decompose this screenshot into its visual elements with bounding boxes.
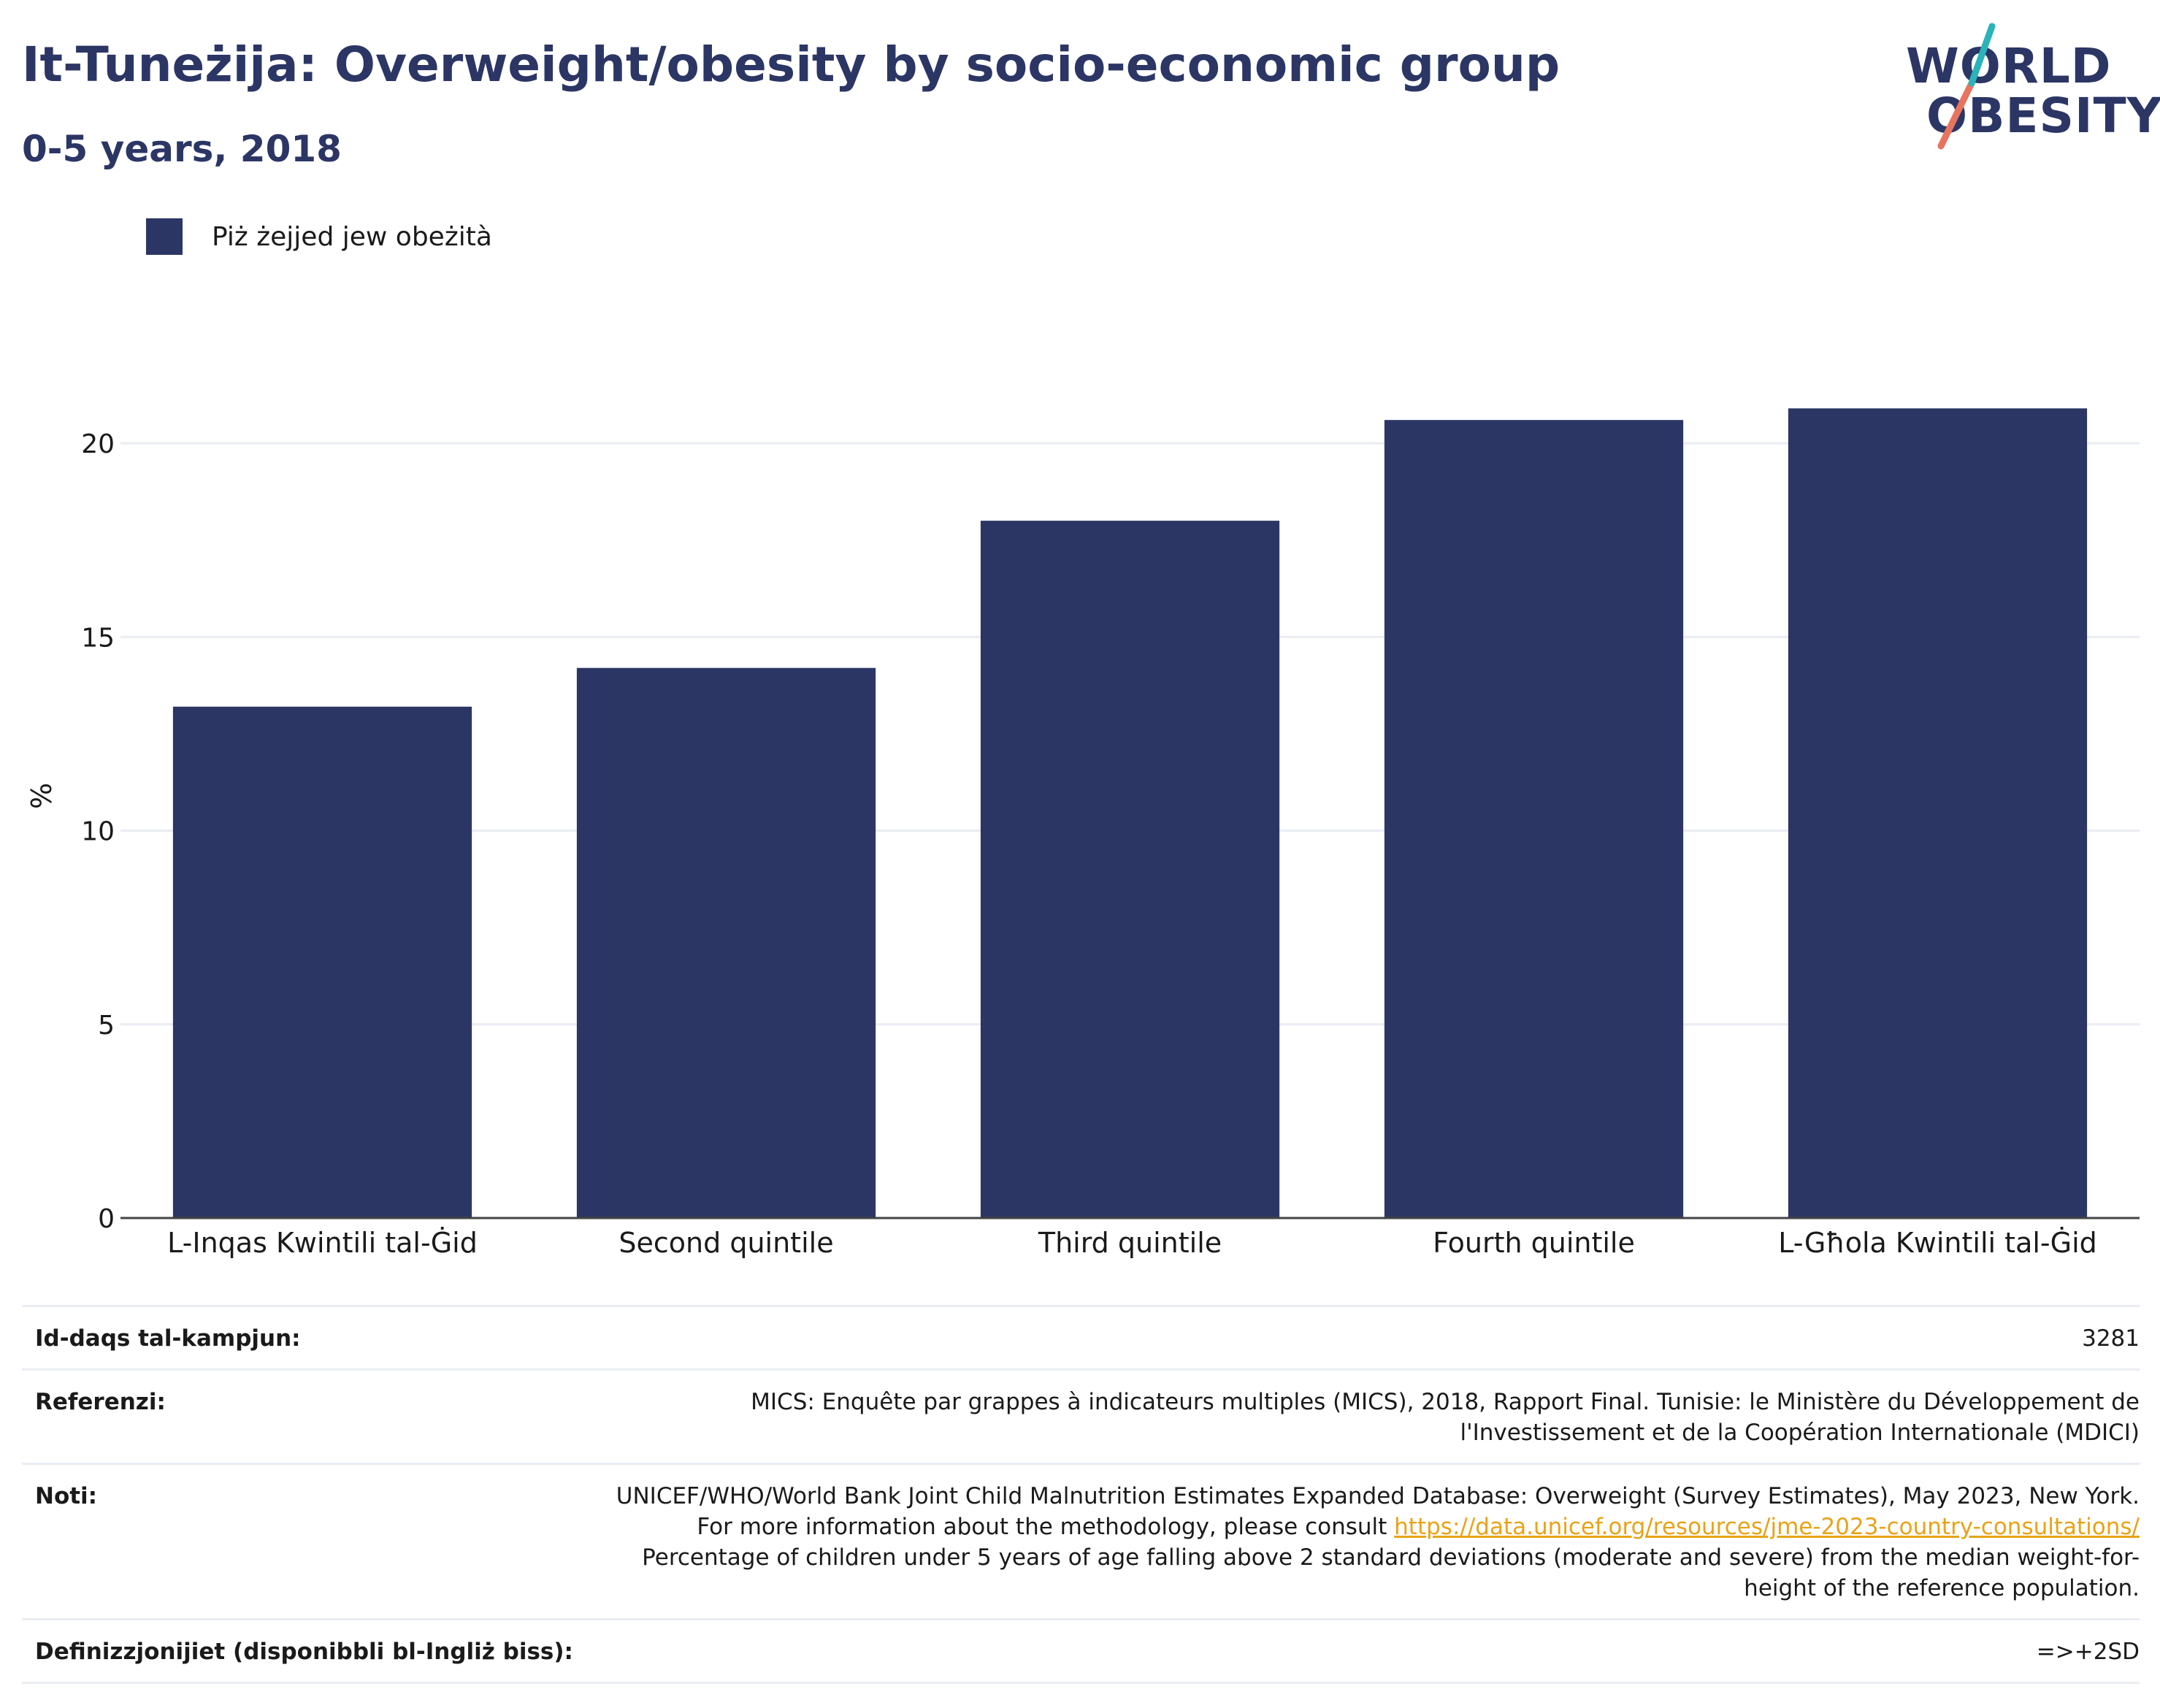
chart-subtitle: 0-5 years, 2018 — [22, 128, 342, 170]
bar — [980, 521, 1280, 1218]
chart-title: It-Tuneżija: Overweight/obesity by socio… — [22, 37, 1560, 93]
notes-label: Noti: — [35, 1483, 98, 1509]
definitions-value: =>+2SD — [2036, 1639, 2140, 1665]
sample-size-row: Id-daqs tal-kampjun: 3281 — [22, 1305, 2140, 1368]
x-tick-label: Third quintile — [1038, 1227, 1222, 1259]
references-value: MICS: Enquête par grappes à indicateurs … — [751, 1389, 2140, 1446]
bar-chart: 0 5 10 15 20% L-Inqas Kwintili tal-Ġid Second … — [26, 408, 2140, 1259]
chart-legend[interactable]: Piż żejjed jew obeżità — [146, 216, 492, 257]
logo-slash-icon — [1937, 23, 1996, 150]
x-tick-label: Fourth quintile — [1433, 1227, 1635, 1259]
bar — [1384, 420, 1684, 1219]
bar — [1788, 408, 2088, 1218]
world-obesity-logo[interactable]: WORLD OBESITY — [1906, 20, 2160, 159]
x-tick-label: Second quintile — [618, 1227, 833, 1259]
legend-label: Piż żejjed jew obeżità — [212, 221, 492, 252]
y-tick-label: 0 — [98, 1204, 115, 1234]
sample-size-label: Id-daqs tal-kampjun: — [35, 1325, 301, 1352]
notes-text-after: Percentage of children under 5 years of … — [642, 1544, 2140, 1601]
logo-line-1: WORLD — [1906, 38, 2112, 94]
notes-value: UNICEF/WHO/World Bank Joint Child Malnut… — [613, 1481, 2140, 1604]
x-tick-label: L-Għola Kwintili tal-Ġid — [1778, 1227, 2097, 1259]
sample-size-value: 3281 — [2082, 1325, 2140, 1352]
y-tick-label: 20 — [81, 429, 115, 459]
y-axis-label: % — [26, 783, 58, 809]
definitions-row: Definizzjonijiet (disponibbli bl-Ingliż … — [22, 1618, 2140, 1684]
definitions-label: Definizzjonijiet (disponibbli bl-Ingliż … — [35, 1639, 573, 1665]
y-tick-label: 15 — [81, 623, 115, 653]
x-tick-label: L-Inqas Kwintili tal-Ġid — [167, 1227, 478, 1259]
bar — [576, 667, 876, 1218]
legend-swatch — [146, 218, 183, 255]
info-table: Id-daqs tal-kampjun: 3281 Referenzi: MIC… — [22, 1305, 2140, 1684]
references-label: Referenzi: — [35, 1389, 166, 1415]
methodology-link[interactable]: https://data.unicef.org/resources/jme-20… — [1394, 1514, 2140, 1540]
notes-text-before: UNICEF/WHO/World Bank Joint Child Malnut… — [616, 1483, 2140, 1540]
bar — [172, 706, 472, 1218]
references-row: Referenzi: MICS: Enquête par grappes à i… — [22, 1368, 2140, 1463]
y-tick-label: 10 — [81, 817, 115, 847]
notes-row: Noti: UNICEF/WHO/World Bank Joint Child … — [22, 1463, 2140, 1618]
y-tick-label: 5 — [98, 1011, 115, 1041]
